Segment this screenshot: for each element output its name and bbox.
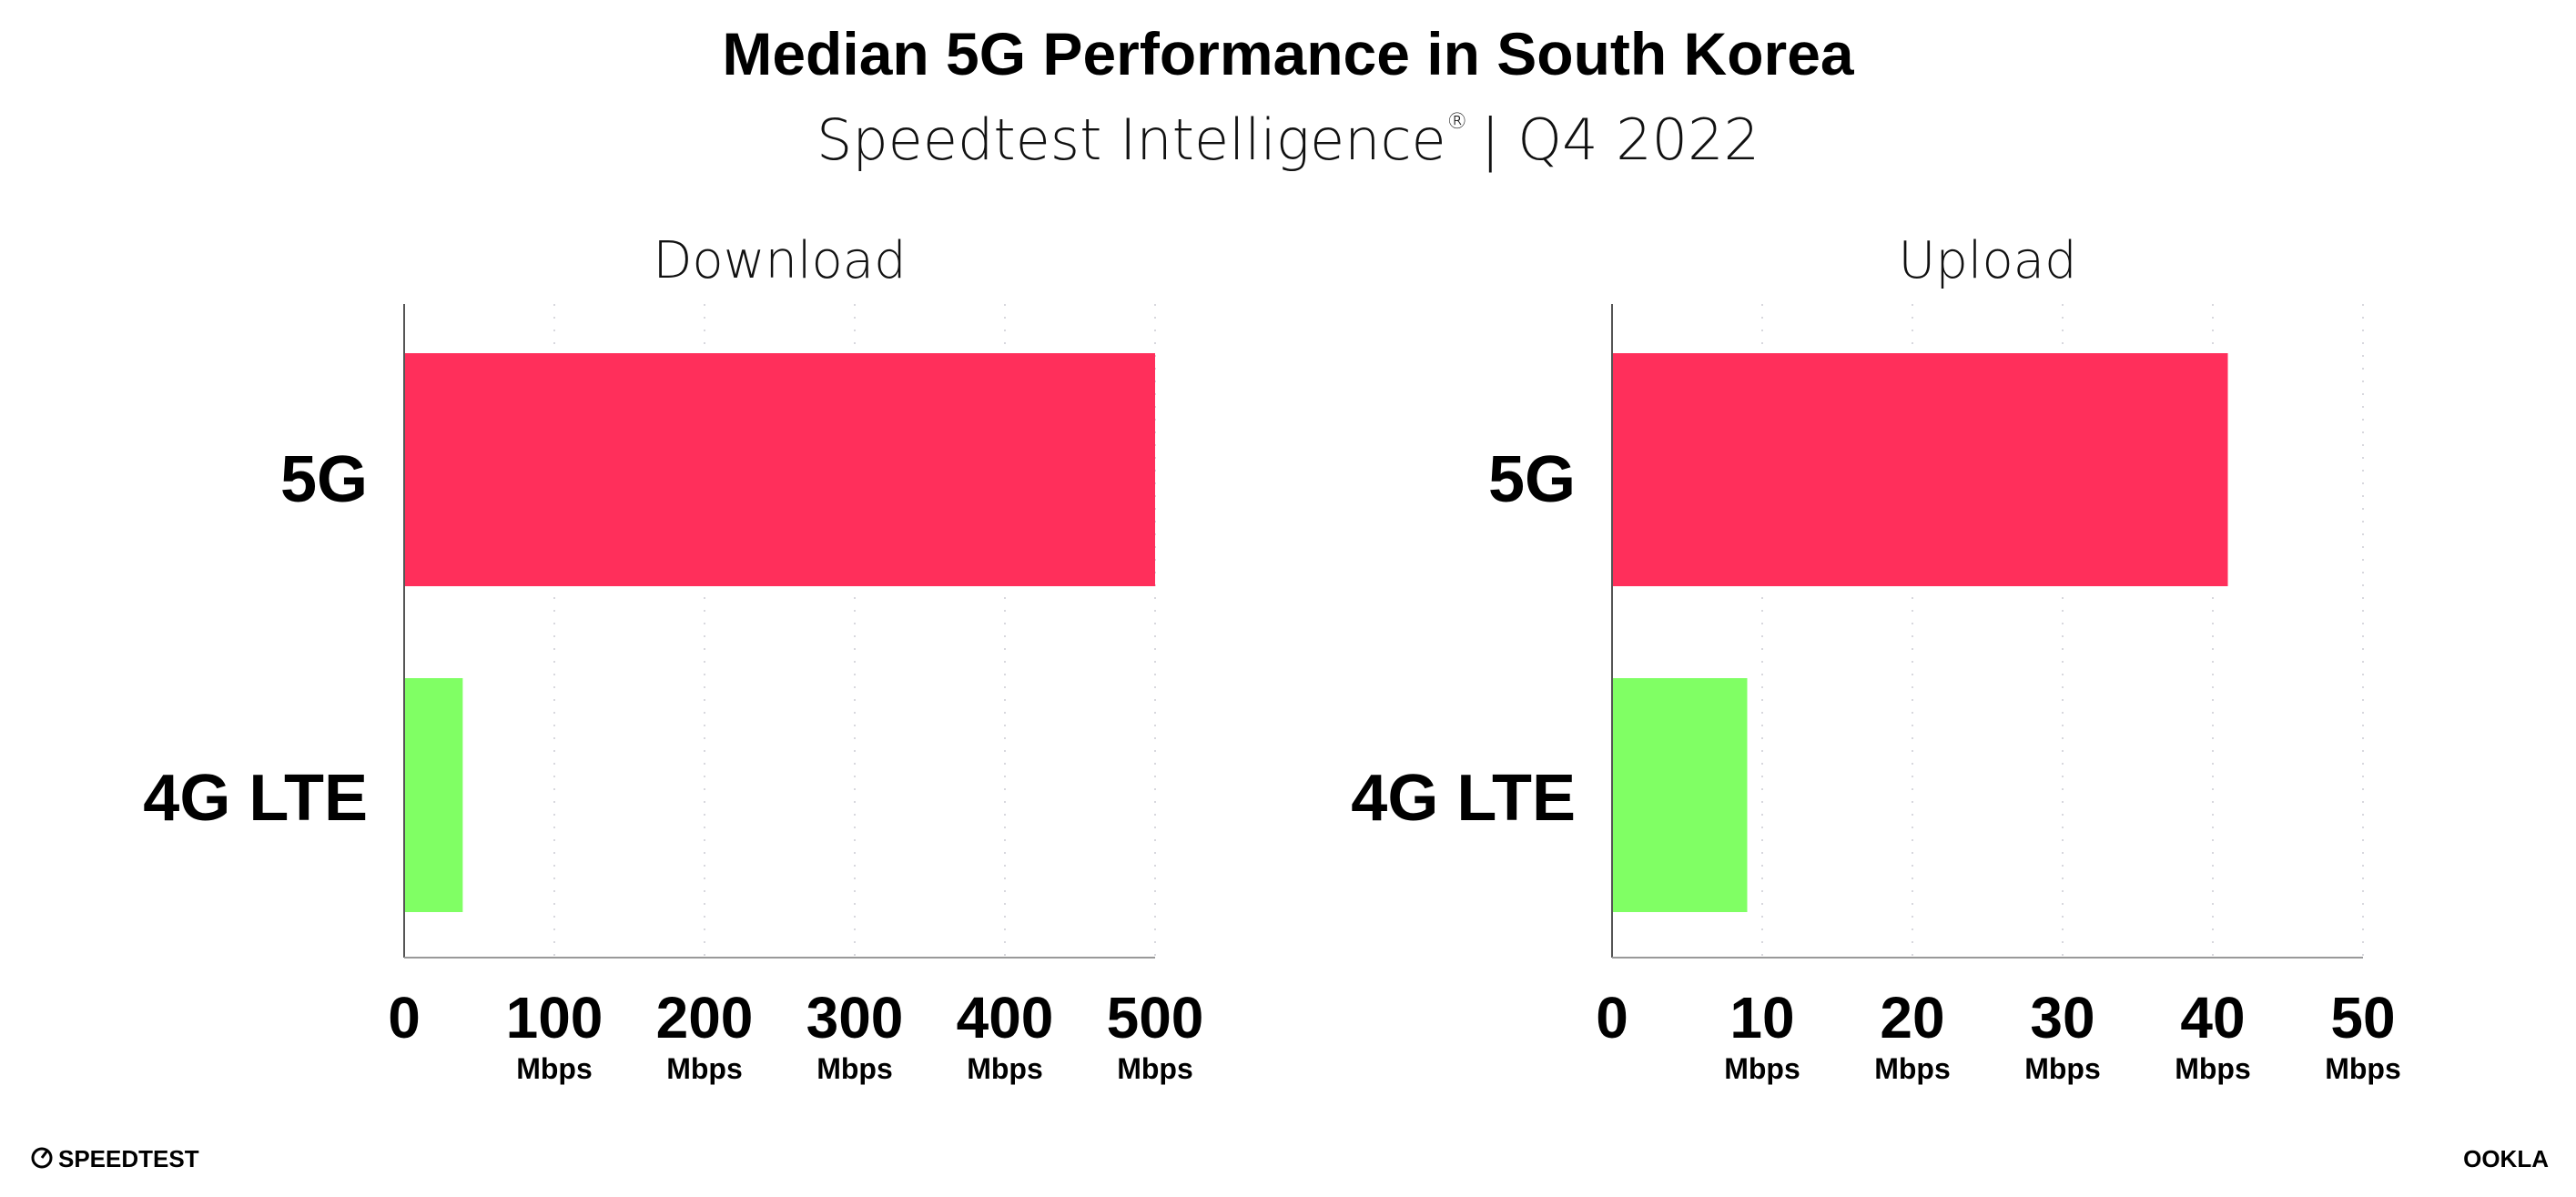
speedtest-needle: [40, 1150, 49, 1159]
speedtest-logo-text: SPEEDTEST: [58, 1145, 199, 1172]
x-tick-label: 200: [656, 985, 754, 1050]
x-tick-label: 30: [2030, 985, 2094, 1050]
bar-4g-lte: [1612, 678, 1748, 912]
bar-5g: [1612, 353, 2228, 586]
bar-5g: [404, 353, 1155, 586]
registered-mark: ®: [1446, 108, 1468, 134]
x-tick-label: 40: [2180, 985, 2245, 1050]
x-tick-unit: Mbps: [1724, 1052, 1800, 1085]
bar-4g-lte: [404, 678, 463, 912]
x-tick-unit: Mbps: [516, 1052, 593, 1085]
chart-title: Median 5G Performance in South Korea: [722, 20, 1855, 87]
panel-title: Upload: [1898, 231, 2076, 290]
x-tick-unit: Mbps: [1874, 1052, 1951, 1085]
subtitle-text: Speedtest Intelligence: [816, 107, 1446, 173]
category-label: 4G LTE: [143, 762, 368, 835]
speedtest-gauge-icon: [31, 1147, 53, 1169]
x-tick-unit: Mbps: [1117, 1052, 1193, 1085]
chart-subtitle: Speedtest Intelligence® | Q4 2022: [816, 107, 1760, 174]
panel-title: Download: [653, 231, 906, 290]
x-tick-label: 100: [506, 985, 603, 1050]
category-label: 5G: [280, 443, 368, 516]
x-tick-unit: Mbps: [2024, 1052, 2101, 1085]
x-tick-label: 0: [1596, 985, 1628, 1050]
x-tick-unit: Mbps: [666, 1052, 743, 1085]
x-tick-label: 20: [1880, 985, 1944, 1050]
category-label: 4G LTE: [1351, 762, 1576, 835]
x-tick-unit: Mbps: [2325, 1052, 2401, 1085]
x-tick-label: 0: [388, 985, 421, 1050]
ookla-logo: OOKLA: [2463, 1145, 2549, 1172]
x-tick-label: 500: [1107, 985, 1204, 1050]
x-tick-label: 300: [806, 985, 904, 1050]
speedtest-logo: SPEEDTEST: [31, 1145, 199, 1172]
x-tick-label: 400: [957, 985, 1054, 1050]
x-tick-label: 10: [1729, 985, 1794, 1050]
x-tick-unit: Mbps: [967, 1052, 1043, 1085]
x-tick-unit: Mbps: [2175, 1052, 2251, 1085]
category-label: 5G: [1488, 443, 1576, 516]
x-tick-unit: Mbps: [816, 1052, 893, 1085]
x-tick-label: 50: [2330, 985, 2395, 1050]
subtitle-period: | Q4 2022: [1481, 107, 1760, 174]
